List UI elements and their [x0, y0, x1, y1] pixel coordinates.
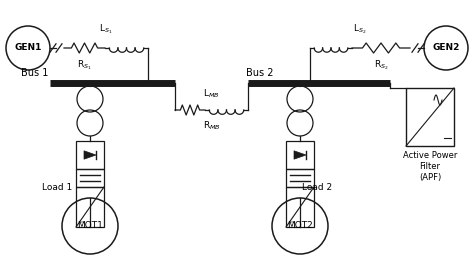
- Text: R$_{S_2}$: R$_{S_2}$: [374, 58, 388, 71]
- Text: MOT1: MOT1: [77, 222, 103, 230]
- Text: L$_{S_1}$: L$_{S_1}$: [99, 22, 113, 36]
- Text: $\sim$: $\sim$: [78, 218, 86, 224]
- Text: GEN1: GEN1: [14, 44, 42, 52]
- Bar: [406, 88, 454, 146]
- Bar: [76, 169, 104, 187]
- Text: L$_{S_2}$: L$_{S_2}$: [353, 22, 367, 36]
- Polygon shape: [84, 151, 96, 159]
- Bar: [286, 141, 314, 169]
- Bar: [286, 169, 314, 187]
- Text: L$_{MB}$: L$_{MB}$: [203, 87, 220, 100]
- Text: Active Power
Filter
(APF): Active Power Filter (APF): [403, 151, 457, 182]
- Polygon shape: [294, 151, 306, 159]
- Bar: [76, 187, 104, 227]
- Text: GEN2: GEN2: [432, 44, 460, 52]
- Bar: [286, 187, 314, 227]
- Bar: [76, 141, 104, 169]
- Text: Bus 1: Bus 1: [21, 68, 48, 78]
- Text: Bus 2: Bus 2: [246, 68, 273, 78]
- Text: $\sim$: $\sim$: [288, 218, 297, 224]
- Text: R$_{S_1}$: R$_{S_1}$: [77, 58, 92, 71]
- Text: Load 1: Load 1: [42, 183, 72, 192]
- Text: MOT2: MOT2: [287, 222, 313, 230]
- Text: R$_{MB}$: R$_{MB}$: [202, 120, 220, 133]
- Text: Load 2: Load 2: [302, 183, 332, 192]
